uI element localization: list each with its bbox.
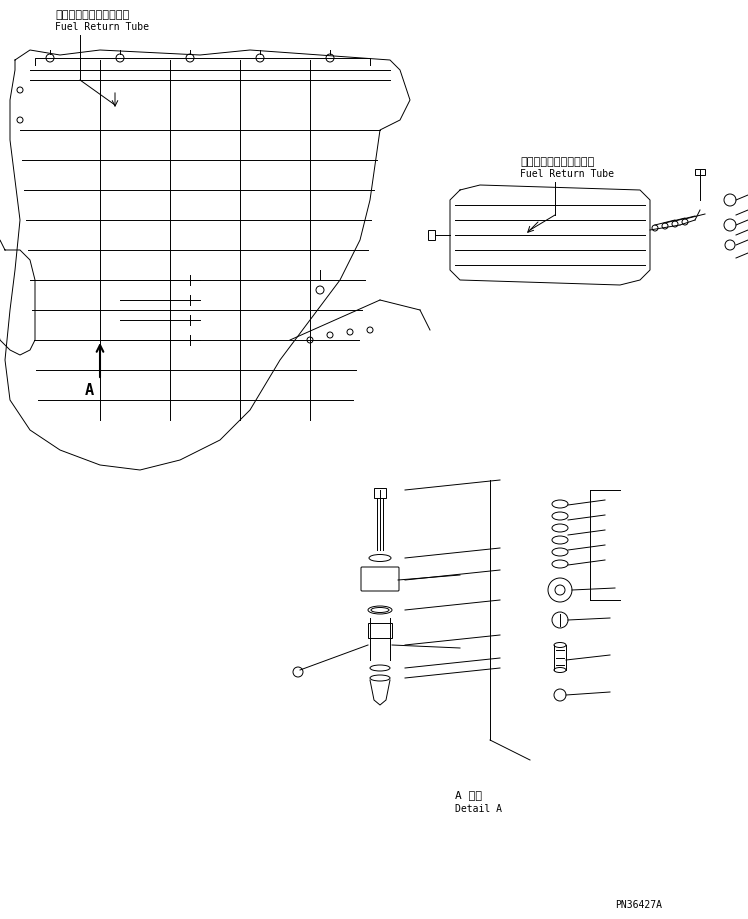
Bar xyxy=(374,488,386,498)
Text: フェルリターンチューブ: フェルリターンチューブ xyxy=(520,157,594,167)
Text: Fuel Return Tube: Fuel Return Tube xyxy=(520,169,614,179)
Bar xyxy=(368,623,392,638)
Bar xyxy=(428,230,435,240)
Bar xyxy=(695,169,705,175)
Text: PN36427A: PN36427A xyxy=(615,900,662,910)
Text: A 詳細: A 詳細 xyxy=(455,790,482,800)
Text: Fuel Return Tube: Fuel Return Tube xyxy=(55,22,149,32)
Text: A: A xyxy=(85,383,94,398)
Text: Detail A: Detail A xyxy=(455,804,502,814)
Text: フェルリターンチューブ: フェルリターンチューブ xyxy=(55,10,129,20)
